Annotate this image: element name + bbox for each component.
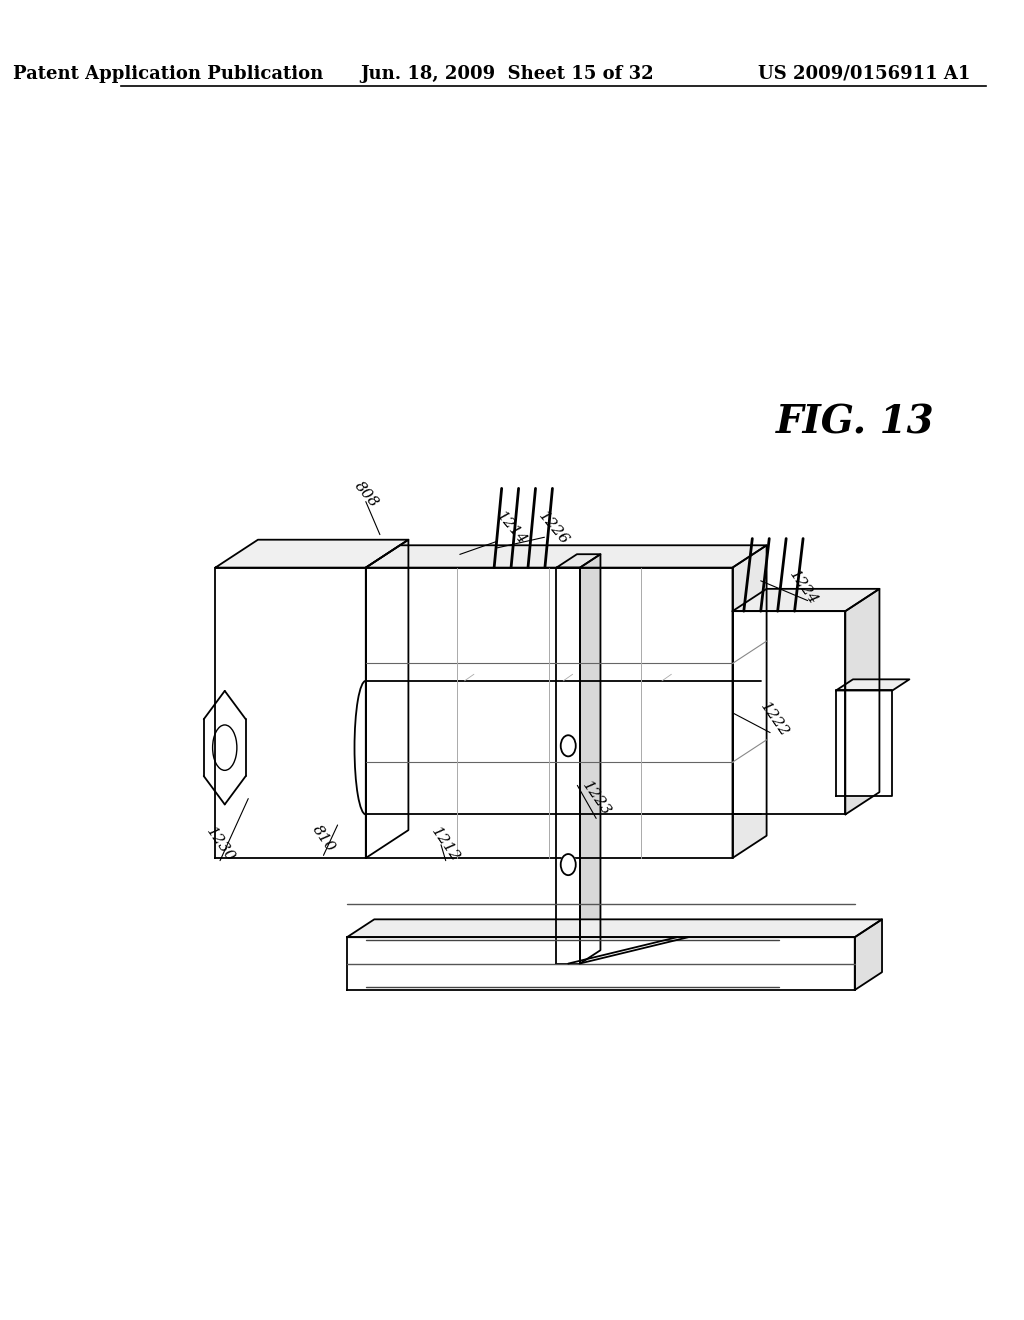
- Circle shape: [561, 735, 575, 756]
- Polygon shape: [846, 589, 880, 814]
- Text: US 2009/0156911 A1: US 2009/0156911 A1: [758, 65, 971, 83]
- Text: Patent Application Publication: Patent Application Publication: [13, 65, 324, 83]
- Polygon shape: [347, 937, 855, 990]
- Polygon shape: [556, 554, 600, 568]
- Text: FIG. 13: FIG. 13: [775, 404, 934, 441]
- Polygon shape: [366, 568, 732, 858]
- Polygon shape: [836, 680, 909, 690]
- Text: 1222: 1222: [758, 700, 792, 739]
- Polygon shape: [855, 919, 882, 990]
- Polygon shape: [556, 568, 580, 964]
- Polygon shape: [366, 540, 409, 858]
- Polygon shape: [732, 545, 767, 858]
- Polygon shape: [347, 919, 882, 937]
- Text: 1230: 1230: [203, 825, 237, 865]
- Polygon shape: [215, 568, 366, 858]
- Text: 1212: 1212: [429, 825, 463, 865]
- Text: 1214: 1214: [494, 508, 529, 548]
- Text: 810: 810: [309, 822, 338, 854]
- Text: 1226: 1226: [536, 508, 571, 548]
- Polygon shape: [732, 589, 880, 611]
- Text: 808: 808: [351, 479, 381, 511]
- Polygon shape: [836, 690, 892, 796]
- Text: 1223: 1223: [580, 779, 613, 818]
- Circle shape: [561, 854, 575, 875]
- Text: Jun. 18, 2009  Sheet 15 of 32: Jun. 18, 2009 Sheet 15 of 32: [360, 65, 653, 83]
- Text: 1224: 1224: [786, 568, 820, 607]
- Polygon shape: [580, 554, 600, 964]
- Polygon shape: [732, 611, 846, 814]
- Polygon shape: [215, 540, 409, 568]
- Polygon shape: [366, 545, 767, 568]
